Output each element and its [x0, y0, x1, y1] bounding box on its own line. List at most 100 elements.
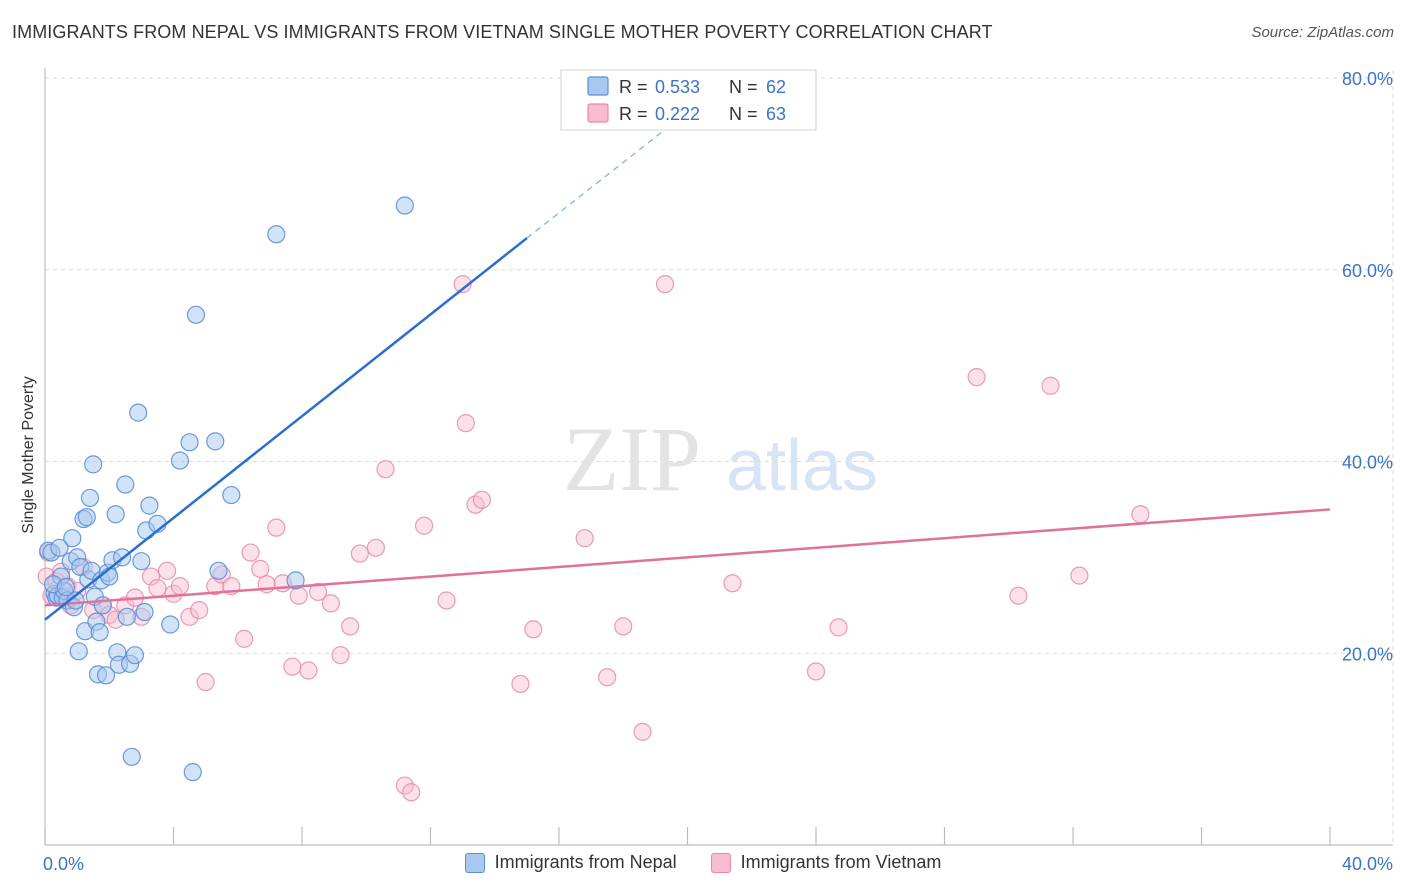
nepal-point	[122, 747, 141, 766]
legend-swatch-vietnam	[587, 103, 609, 123]
nepal-point	[135, 602, 154, 622]
nepal-point	[161, 615, 180, 634]
nepal-point	[206, 432, 225, 451]
nepal-point	[116, 475, 135, 494]
vietnam-point	[1041, 376, 1060, 395]
nepal-point	[180, 433, 199, 452]
vietnam-point	[723, 574, 742, 593]
vietnam-point	[299, 661, 318, 680]
legend-item-nepal[interactable]: Immigrants from Nepal	[464, 852, 677, 873]
x-tick-label: 40.0%	[1342, 854, 1393, 874]
vietnam-point	[376, 460, 395, 479]
vietnam-point	[283, 657, 302, 676]
vietnam-point	[402, 783, 421, 802]
legend-n-label-nepal: N =	[729, 77, 758, 97]
legend-label-vietnam: Immigrants from Vietnam	[740, 852, 942, 872]
vietnam-trend-line	[44, 508, 1331, 607]
watermark-atlas: atlas	[726, 426, 878, 506]
vietnam-point	[180, 607, 199, 626]
nepal-point	[96, 666, 116, 685]
vietnam-point	[321, 594, 341, 613]
nepal-point	[140, 496, 159, 515]
nepal-series	[39, 196, 414, 782]
vietnam-point	[350, 544, 369, 563]
nepal-point	[117, 607, 137, 626]
vietnam-point	[267, 518, 286, 537]
grid-lines	[45, 70, 1394, 845]
vietnam-point	[806, 662, 826, 681]
vietnam-point	[241, 543, 260, 562]
legend-swatch-vietnam-bottom	[710, 852, 731, 873]
nepal-point	[209, 561, 228, 580]
nepal-point	[56, 577, 75, 597]
legend-r-label-nepal: R =	[619, 77, 648, 97]
vietnam-point	[170, 577, 190, 596]
nepal-point	[106, 505, 125, 524]
vietnam-point	[511, 674, 530, 694]
legend-swatch-nepal	[587, 76, 609, 96]
nepal-point	[84, 455, 103, 474]
watermark-zip: ZIP	[563, 408, 701, 510]
nepal-point	[69, 642, 88, 661]
vietnam-point	[437, 591, 456, 610]
vietnam-point	[655, 275, 675, 294]
vietnam-point	[598, 668, 617, 687]
nepal-trend-extension	[526, 86, 720, 239]
nepal-point	[129, 403, 148, 422]
vietnam-point	[308, 582, 328, 601]
vietnam-point	[414, 516, 434, 535]
vietnam-point	[967, 368, 986, 387]
nepal-point	[50, 538, 69, 557]
vietnam-point	[251, 559, 270, 578]
vietnam-point	[196, 672, 215, 692]
vietnam-point	[157, 561, 177, 580]
vietnam-point	[148, 578, 167, 598]
nepal-point	[125, 646, 145, 665]
legend-n-label-vietnam: N =	[729, 104, 758, 124]
vietnam-point	[341, 617, 360, 636]
trend-lines	[44, 86, 1331, 621]
vietnam-point	[472, 490, 491, 509]
nepal-trend-line	[44, 237, 528, 621]
y-tick-label: 80.0%	[1342, 69, 1393, 89]
nepal-point	[186, 305, 206, 324]
nepal-point	[267, 225, 286, 244]
vietnam-point	[395, 776, 414, 795]
vietnam-point	[575, 529, 594, 548]
vietnam-point	[1009, 586, 1028, 605]
y-tick-label: 20.0%	[1342, 644, 1393, 664]
nepal-point	[80, 488, 100, 508]
nepal-point	[63, 529, 82, 548]
nepal-point	[90, 623, 109, 642]
vietnam-point	[235, 629, 254, 648]
y-tick-label: 40.0%	[1342, 453, 1393, 473]
y-tick-label: 60.0%	[1342, 261, 1393, 281]
nepal-point	[100, 567, 119, 586]
vietnam-point	[141, 567, 161, 586]
vietnam-point	[614, 617, 633, 636]
nepal-point	[77, 508, 96, 527]
tick-labels: 20.0% 40.0% 60.0% 80.0% 0.0% 40.0%	[43, 69, 1393, 874]
legend-r-label-vietnam: R =	[619, 104, 648, 124]
top-legend: R = 0.533 N = 62 R = 0.222 N = 63	[560, 69, 817, 131]
vietnam-point	[1131, 505, 1150, 524]
nepal-point	[395, 196, 414, 215]
legend-item-vietnam[interactable]: Immigrants from Vietnam	[710, 852, 942, 873]
source-credit: Source: ZipAtlas.com	[1251, 24, 1394, 41]
legend-swatch-nepal-bottom	[464, 852, 485, 873]
axes	[44, 68, 1393, 846]
vietnam-point	[633, 722, 652, 741]
vietnam-point	[524, 620, 543, 639]
vietnam-point	[453, 275, 472, 294]
y-axis-label: Single Mother Poverty	[20, 376, 37, 533]
chart-title: IMMIGRANTS FROM NEPAL VS IMMIGRANTS FROM…	[12, 22, 993, 42]
bottom-legend: Immigrants from Nepal Immigrants from Vi…	[0, 852, 1406, 873]
nepal-point	[170, 451, 190, 470]
legend-n-value-nepal: 62	[766, 77, 786, 97]
nepal-point	[183, 763, 202, 782]
vietnam-point	[829, 618, 848, 637]
vietnam-point	[366, 538, 385, 557]
vietnam-point	[331, 646, 350, 665]
vietnam-point	[456, 414, 475, 433]
